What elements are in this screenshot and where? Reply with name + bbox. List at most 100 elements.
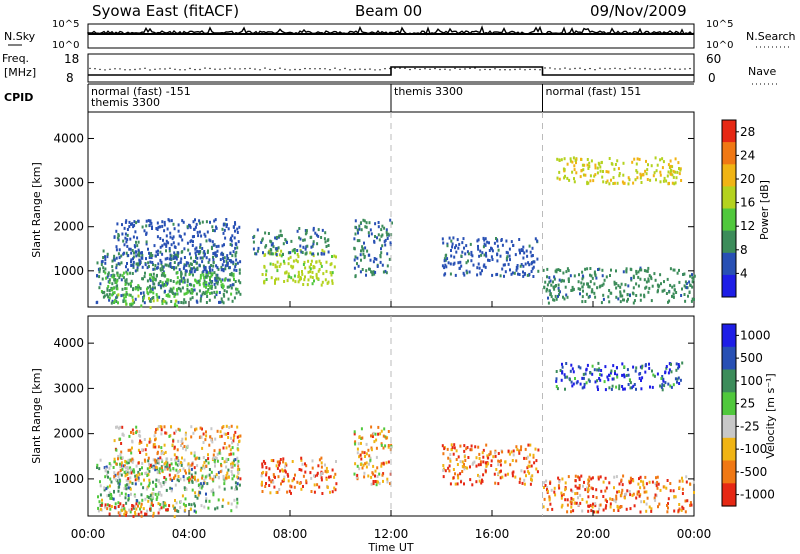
nave-dot <box>199 68 201 71</box>
velocity-echo-cell <box>286 490 289 494</box>
power-echo-cell <box>136 266 139 270</box>
power-echo-cell <box>627 182 630 186</box>
velocity-echo-cell <box>611 377 614 381</box>
velocity-echo-cell <box>125 469 128 473</box>
power-echo-cell <box>635 169 638 173</box>
velocity-echo-cell <box>489 452 492 456</box>
power-echo-cell <box>118 256 121 260</box>
velocity-echo-cell <box>103 486 106 490</box>
velocity-echo-cell <box>265 466 268 470</box>
power-echo-cell <box>165 244 168 248</box>
power-echo-cell <box>372 270 375 274</box>
velocity-echo-cell <box>120 450 123 454</box>
power-echo-cell <box>537 269 540 273</box>
velocity-echo-cell <box>151 495 154 499</box>
velocity-echo-cell <box>501 475 504 479</box>
velocity-echo-cell <box>603 380 606 384</box>
velocity-echo-cell <box>602 480 605 484</box>
power-echo-cell <box>137 288 140 292</box>
power-echo-cell <box>283 261 286 265</box>
velocity-echo-cell <box>179 468 182 472</box>
velocity-echo-cell <box>232 439 235 443</box>
velocity-echo-cell <box>293 485 296 489</box>
velocity-echo-cell <box>117 457 119 461</box>
velocity-echo-cell <box>326 470 329 473</box>
cpid-segment-2-line1: normal (fast) 151 <box>546 85 642 98</box>
power-echo-cell <box>450 249 452 252</box>
velocity-echo-cell <box>620 505 623 509</box>
velocity-echo-cell <box>499 476 502 480</box>
power-echo-cell <box>659 273 662 277</box>
power-echo-cell <box>255 252 258 256</box>
velocity-echo-cell <box>233 498 236 502</box>
power-echo-cell <box>353 258 356 262</box>
velocity-echo-cell <box>570 505 573 509</box>
power-echo-cell <box>511 271 514 275</box>
velocity-echo-cell <box>642 480 645 484</box>
velocity-echo-cell <box>679 378 682 382</box>
velocity-echo-cell <box>663 384 666 388</box>
power-echo-cell <box>198 289 201 293</box>
velocity-echo-cell <box>130 451 133 455</box>
velocity-echo-cell <box>174 508 177 512</box>
velocity-echo-cell <box>374 432 377 436</box>
power-echo-cell <box>659 158 662 162</box>
velocity-echo-cell <box>624 492 626 496</box>
power-echo-cell <box>557 294 559 298</box>
power-echo-cell <box>611 162 614 166</box>
velocity-echo-cell <box>135 507 138 511</box>
power-echo-cell <box>137 219 140 223</box>
nave-dot <box>329 69 331 71</box>
power-echo-cell <box>264 253 267 257</box>
power-echo-cell <box>581 285 584 289</box>
power-echo-cell <box>673 288 676 292</box>
power-echo-cell <box>166 256 169 260</box>
velocity-echo-cell <box>613 475 616 479</box>
velocity-echo-cell <box>171 478 174 482</box>
velocity-echo-cell <box>475 456 478 460</box>
power-echo-cell <box>512 243 515 247</box>
power-echo-cell <box>384 238 387 242</box>
velocity-echo-cell <box>597 388 599 391</box>
power-echo-cell <box>527 261 530 265</box>
velocity-echo-cell <box>152 514 155 518</box>
velocity-echo-cell <box>578 486 581 490</box>
power-echo-cell <box>115 263 118 267</box>
velocity-echo-cell <box>283 475 286 479</box>
power-echo-cell <box>318 268 321 271</box>
velocity-echo-cell <box>180 461 182 464</box>
velocity-echo-cell <box>104 469 107 473</box>
nave-dot <box>689 67 691 70</box>
velocity-echo-cell <box>442 468 445 472</box>
velocity-echo-cell <box>128 471 131 475</box>
velocity-echo-cell <box>354 442 357 446</box>
power-echo-cell <box>672 175 675 179</box>
velocity-echo-cell <box>176 471 179 475</box>
freq-trace <box>88 66 694 76</box>
velocity-echo-cell <box>497 472 499 476</box>
velocity-echo-cell <box>500 469 502 473</box>
power-echo-cell <box>534 237 537 241</box>
power-echo-cell <box>226 285 229 289</box>
power-echo-cell <box>111 275 114 279</box>
nave-dot <box>334 67 336 69</box>
power-echo-cell <box>108 278 111 282</box>
power-echo-cell <box>230 239 233 243</box>
power-echo-cell <box>655 178 657 182</box>
power-echo-cell <box>685 282 688 285</box>
velocity-echo-cell <box>566 498 569 502</box>
power-echo-cell <box>262 251 264 255</box>
velocity-echo-cell <box>166 461 169 465</box>
velocity-echo-cell <box>219 470 222 474</box>
power-echo-cell <box>304 247 307 251</box>
velocity-echo-cell <box>353 432 356 436</box>
x-tick-label: 12:00 <box>374 527 409 541</box>
power-echo-cell <box>194 218 196 222</box>
power-echo-cell <box>177 286 180 290</box>
power-echo-cell <box>256 249 259 253</box>
velocity-echo-cell <box>555 385 558 388</box>
velocity-echo-cell <box>560 496 563 500</box>
velocity-echo-cell <box>232 436 235 440</box>
velocity-echo-cell <box>587 509 590 513</box>
